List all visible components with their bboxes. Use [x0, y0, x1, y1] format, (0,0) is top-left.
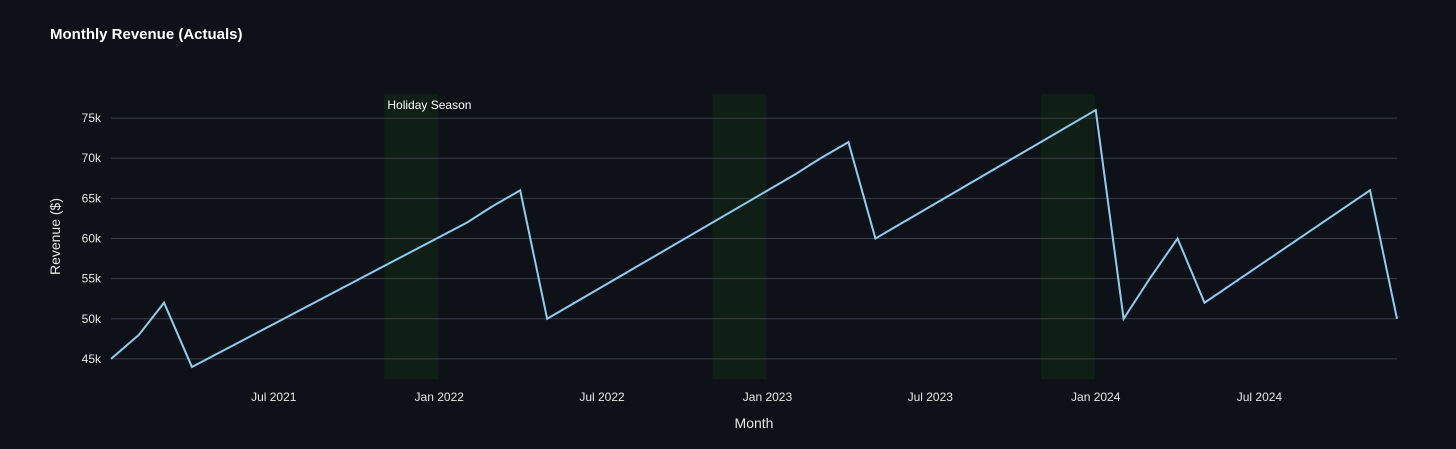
x-tick-label: Jan 2023 [743, 390, 793, 404]
x-tick-layer: Jul 2021 Jan 2022 Jul 2022 Jan 2023 Jul 2023… [251, 390, 1282, 404]
holiday-band [1040, 94, 1095, 379]
x-tick-label: Jan 2024 [1071, 390, 1121, 404]
x-tick-label: Jul 2021 [251, 390, 297, 404]
y-tick-layer: 45k 50k 55k 60k 65k 70k 75k [82, 111, 102, 366]
y-tick-label: 50k [82, 312, 102, 326]
x-tick-label: Jul 2024 [1237, 390, 1283, 404]
gridline-layer [111, 117, 1397, 360]
x-tick-label: Jul 2023 [908, 390, 954, 404]
revenue-series-line [110, 108, 1398, 369]
holiday-band [712, 94, 767, 379]
y-tick-label: 55k [82, 272, 102, 286]
band-annotation: Holiday Season [387, 98, 471, 112]
y-tick-label: 60k [82, 232, 102, 246]
y-tick-label: 70k [82, 151, 102, 165]
band-layer [384, 94, 1095, 379]
x-tick-label: Jul 2022 [579, 390, 625, 404]
y-tick-label: 45k [82, 352, 102, 366]
y-axis-title: Revenue ($) [47, 198, 63, 275]
annotation-layer: Holiday Season [387, 98, 471, 112]
holiday-band [384, 94, 439, 379]
chart-title: Monthly Revenue (Actuals) [50, 26, 243, 43]
x-tick-label: Jan 2022 [415, 390, 465, 404]
series-layer [110, 108, 1398, 369]
y-tick-label: 75k [82, 111, 102, 125]
y-tick-label: 65k [82, 191, 102, 205]
x-axis-title: Month [735, 415, 774, 431]
